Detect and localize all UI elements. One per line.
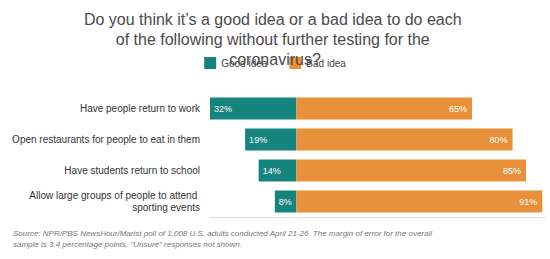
svg-text:Have people return to work: Have people return to work xyxy=(80,103,201,114)
svg-text:65%: 65% xyxy=(449,104,467,114)
svg-text:sample is 3.4 percentage point: sample is 3.4 percentage points. "Unsure… xyxy=(13,240,242,249)
svg-text:14%: 14% xyxy=(263,166,281,176)
svg-text:Do you think it’s a good idea: Do you think it’s a good idea or a bad i… xyxy=(84,11,466,28)
svg-text:Open restaurants for people to: Open restaurants for people to eat in th… xyxy=(12,134,200,145)
svg-text:coronavirus?: coronavirus? xyxy=(229,51,321,68)
svg-text:Bad idea: Bad idea xyxy=(306,57,346,69)
svg-text:85%: 85% xyxy=(503,166,521,176)
svg-text:Source: NPR/PBS NewsHour/Maris: Source: NPR/PBS NewsHour/Marist poll of … xyxy=(13,229,434,238)
svg-text:Have students return to school: Have students return to school xyxy=(64,165,200,176)
svg-text:32%: 32% xyxy=(214,104,232,114)
svg-text:8%: 8% xyxy=(279,197,292,207)
svg-text:19%: 19% xyxy=(249,135,267,145)
svg-text:of the following without furth: of the following without further testing… xyxy=(116,31,434,48)
svg-text:80%: 80% xyxy=(490,135,508,145)
svg-text:Allow large groups of people t: Allow large groups of people to attend xyxy=(29,190,200,201)
svg-text:91%: 91% xyxy=(519,197,537,207)
svg-text:sporting events: sporting events xyxy=(132,202,200,213)
